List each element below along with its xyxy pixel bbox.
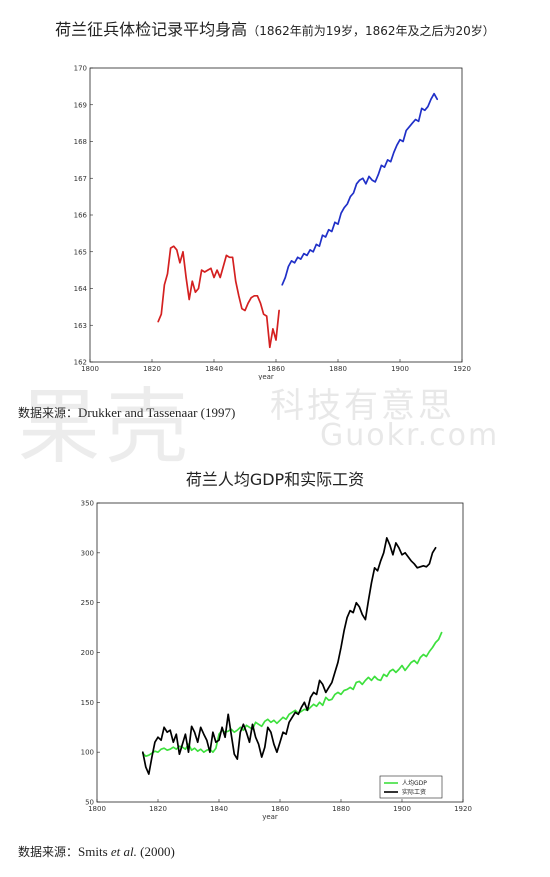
legend-label: 人均GDP	[402, 779, 427, 787]
x-tick-label: 1900	[391, 365, 409, 373]
x-tick-label: 1920	[453, 365, 471, 373]
y-tick-label: 350	[81, 500, 94, 508]
chart1-title-main: 荷兰征兵体检记录平均身高	[55, 20, 248, 39]
x-tick-label: 1840	[205, 365, 223, 373]
chart2-source: 数据来源：Smits et al. (2000)	[18, 843, 175, 860]
series-line-1	[141, 537, 437, 775]
chart1-title: 荷兰征兵体检记录平均身高（1862年前为19岁，1862年及之后为20岁）	[0, 16, 550, 40]
x-tick-label: 1800	[88, 805, 106, 813]
gdp-wage-chart: 1800 1820 1840 1860 1880 1900 1920 50 100 150 200 2…	[81, 500, 472, 822]
chart1-source: 数据来源：Drukker and Tassenaar (1997)	[18, 404, 235, 421]
x-tick-label: 1820	[143, 365, 161, 373]
y-tick-label: 165	[74, 248, 87, 256]
chart2-source-italic: et al.	[110, 844, 137, 859]
x-tick-label: 1860	[267, 365, 285, 373]
chart2-source-ref: Smits et al. (2000)	[78, 844, 175, 859]
watermark-site: Guokr.com	[320, 418, 500, 453]
legend-label: 实际工资	[402, 788, 426, 796]
y-tick-label: 300	[81, 549, 94, 557]
y-tick-label: 166	[74, 212, 88, 220]
x-tick-label: 1880	[329, 365, 347, 373]
y-tick-label: 163	[74, 322, 87, 330]
x-tick-label: 1900	[393, 805, 411, 813]
x-axis-label: year	[258, 373, 274, 380]
x-tick-label: 1800	[81, 365, 99, 373]
y-tick-label: 150	[81, 699, 94, 707]
series-line-0	[157, 245, 280, 349]
chart1-subtitle: （1862年前为19岁，1862年及之后为20岁）	[247, 24, 495, 38]
y-tick-label: 168	[74, 138, 87, 146]
watermark-slogan: 科技有意思	[270, 386, 455, 426]
y-tick-label: 200	[81, 649, 94, 657]
y-tick-label: 100	[81, 749, 94, 757]
y-tick-label: 162	[74, 359, 87, 367]
x-tick-label: 1840	[210, 805, 228, 813]
chart2-source-prefix: Smits	[78, 844, 111, 859]
chart2-title: 荷兰人均GDP和实际工资	[185, 470, 365, 489]
series-line-1	[281, 92, 439, 286]
x-tick-label: 1860	[271, 805, 289, 813]
chart2-source-label: 数据来源：	[18, 845, 79, 859]
y-tick-label: 169	[74, 101, 87, 109]
plot-frame	[89, 67, 463, 363]
x-axis-label: year	[262, 813, 278, 821]
x-tick-label: 1820	[149, 805, 167, 813]
y-tick-label: 250	[81, 599, 94, 607]
chart1-source-ref: Drukker and Tassenaar (1997)	[78, 405, 236, 420]
y-tick-label: 167	[74, 175, 87, 183]
series-line-0	[141, 631, 443, 758]
y-tick-label: 164	[74, 285, 88, 293]
chart2-source-suffix: (2000)	[136, 844, 175, 859]
height-chart: 1800 1820 1840 1860 1880 1900 1920 162 163 164 165…	[74, 65, 471, 381]
chart1-source-label: 数据来源：	[18, 406, 79, 420]
x-tick-label: 1880	[332, 805, 350, 813]
y-tick-label: 170	[74, 65, 87, 73]
y-tick-label: 50	[85, 799, 94, 807]
x-tick-label: 1920	[454, 805, 472, 813]
